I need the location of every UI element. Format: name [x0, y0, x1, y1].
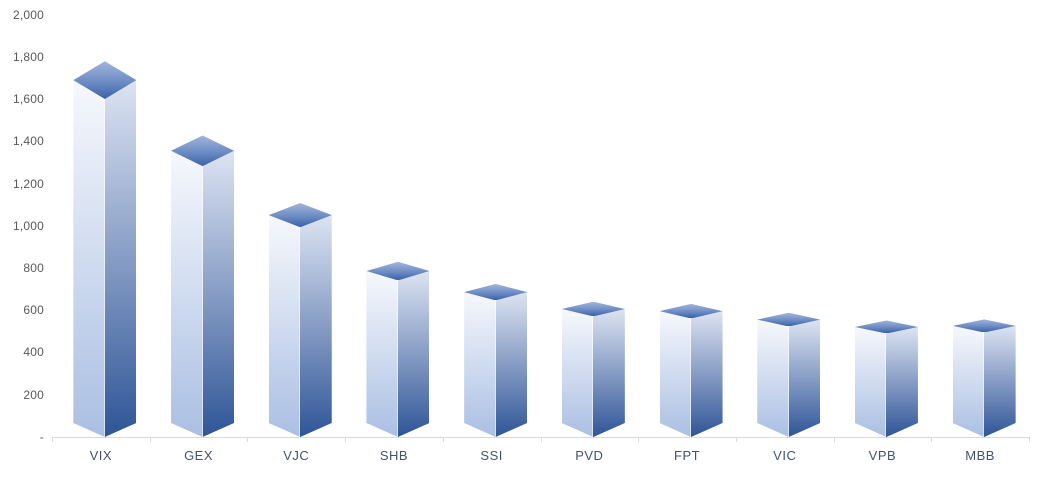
category-label: SSI [480, 448, 503, 463]
bar-front-edge [396, 271, 398, 437]
y-axis-tick-label: 800 [23, 260, 44, 275]
bar-front-faces [171, 150, 235, 437]
y-axis-tick-label: - [39, 429, 44, 444]
bar-right-face [691, 311, 723, 437]
y-axis-tick-label: 1,400 [12, 134, 44, 149]
x-axis-tick [931, 437, 933, 442]
bar-top-face [757, 312, 821, 327]
category-label: MBB [965, 448, 995, 463]
bar-right-face [104, 80, 137, 437]
y-axis-tick-label: 600 [23, 303, 44, 318]
x-axis-tick [247, 437, 249, 442]
category-label: GEX [184, 448, 214, 463]
bar-top-face [854, 320, 918, 334]
x-axis-tick [149, 437, 151, 442]
bar [171, 135, 235, 437]
bar-front-faces [757, 319, 821, 437]
bar-right-face [984, 325, 1016, 437]
bar-right-face [495, 292, 528, 437]
bar-front-faces [561, 309, 625, 437]
bar-front-edge [787, 319, 789, 437]
bar-front-faces [73, 80, 137, 437]
bar-left-face [757, 319, 789, 437]
bar-front-faces [659, 311, 723, 437]
bar-top-face [952, 319, 1016, 333]
bar-right-face [788, 319, 821, 437]
bar-front-edge [201, 150, 203, 437]
category-label: SHB [379, 448, 409, 463]
y-axis-tick-label: 400 [23, 345, 44, 360]
category-label: FPT [674, 448, 701, 463]
bar-left-face [268, 215, 301, 437]
x-axis-tick [540, 437, 542, 442]
y-axis-tick-label: 1,200 [12, 176, 44, 191]
bar [561, 301, 625, 437]
bar-left-face [659, 311, 692, 437]
bar-right-face [202, 150, 235, 437]
bar-left-face [171, 150, 203, 437]
bar-top-face [366, 261, 430, 281]
bar-top-face [561, 301, 625, 317]
x-axis-tick [52, 437, 53, 442]
bar [952, 319, 1016, 437]
bar [366, 261, 430, 437]
bar-left-face [366, 271, 398, 437]
y-axis-tick-label: 200 [23, 387, 44, 402]
x-axis-tick [833, 437, 835, 442]
x-axis-tick [638, 437, 640, 442]
y-axis-tick-label: 1,000 [12, 218, 44, 233]
y-axis-tick-label: 1,600 [12, 92, 44, 107]
bar-front-edge [983, 325, 985, 437]
bar-left-face [952, 325, 985, 437]
bar-right-face [593, 309, 625, 437]
category-label: VJC [283, 448, 310, 463]
bar-front-edge [494, 292, 496, 437]
bar-right-face [886, 326, 918, 437]
y-axis-tick-label: 2,000 [12, 7, 44, 22]
bar-front-faces [464, 292, 528, 437]
bar-left-face [464, 292, 496, 437]
x-axis-tick [1029, 437, 1030, 442]
bar-front-edge [885, 326, 887, 437]
bar-top-face [464, 283, 528, 301]
bar-right-face [300, 215, 332, 437]
category-label: VIC [773, 448, 797, 463]
bar [659, 303, 723, 437]
bar-front-edge [592, 309, 594, 437]
bar-front-edge [299, 215, 301, 437]
bar [757, 312, 821, 437]
bar-front-faces [952, 325, 1016, 437]
category-label: PVD [575, 448, 604, 463]
bar-front-faces [268, 215, 332, 437]
bar [73, 61, 137, 437]
bar-left-face [561, 309, 594, 437]
x-axis-tick [442, 437, 444, 442]
x-axis-tick [345, 437, 347, 442]
bar [854, 320, 918, 437]
bar-front-faces [366, 271, 430, 437]
bar-front-faces [854, 326, 918, 437]
y-axis-tick-label: 1,800 [12, 49, 44, 64]
category-label: VIX [89, 448, 113, 463]
bar-left-face [73, 80, 105, 437]
bar-left-face [854, 326, 887, 437]
bar-right-face [397, 271, 430, 437]
bar-top-face [659, 303, 723, 319]
category-label: VPB [868, 448, 897, 463]
x-axis-tick [735, 437, 737, 442]
bar [464, 283, 528, 437]
bar-front-edge [103, 80, 105, 437]
bar-front-edge [690, 311, 692, 437]
bar [268, 203, 332, 437]
